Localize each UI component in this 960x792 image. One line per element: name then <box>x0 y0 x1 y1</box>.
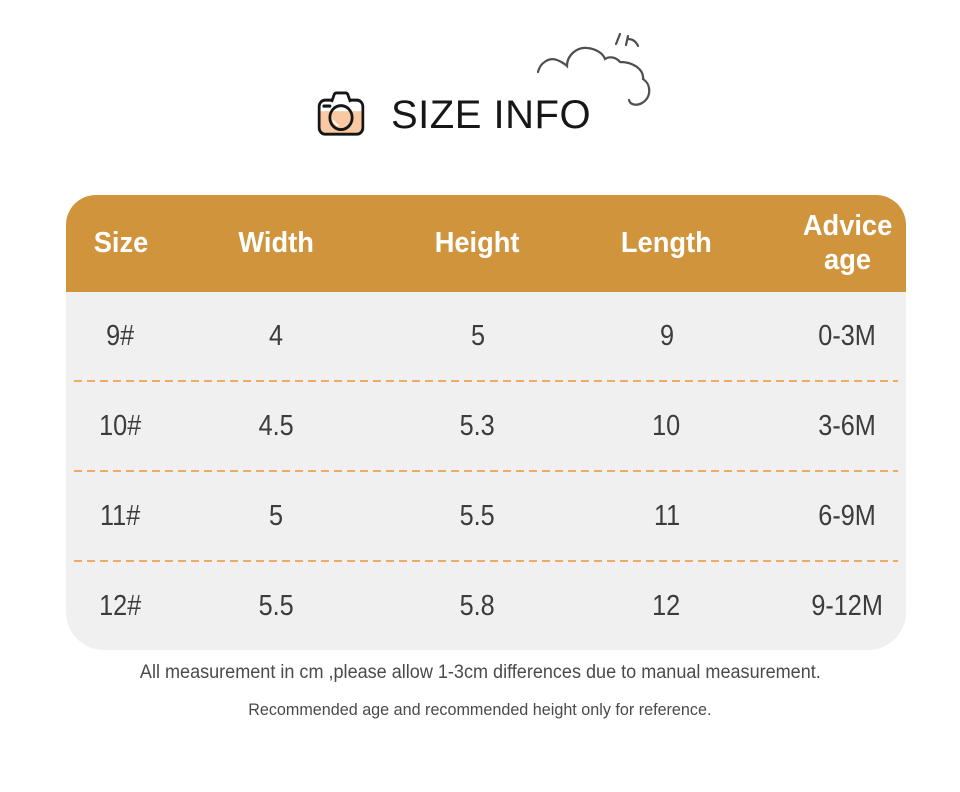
table-header-row: Size Width Height Length Advice age <box>66 195 906 292</box>
table-cell: 10# <box>99 409 142 442</box>
table-cell: 6-9M <box>818 499 877 532</box>
header-cell-size: Size <box>93 226 148 259</box>
row-separator <box>74 470 898 472</box>
table-row: 9# 4 5 9 0-3M <box>66 292 906 380</box>
table-cell: 4 <box>268 319 283 352</box>
table-row: 11# 5 5.5 11 6-9M <box>66 472 906 560</box>
size-table: Size Width Height Length Advice age 9# 4… <box>66 195 906 650</box>
table-cell: 0-3M <box>818 319 877 352</box>
table-cell: 12# <box>99 589 142 622</box>
table-cell: 5.3 <box>460 409 496 442</box>
table-cell: 10 <box>652 409 681 442</box>
table-cell: 9# <box>106 319 135 352</box>
camera-icon <box>317 91 365 136</box>
measurement-note: All measurement in cm ,please allow 1-3c… <box>139 662 821 683</box>
table-cell: 4.5 <box>258 409 294 442</box>
header-cell-advice-age: Advice age <box>802 210 893 276</box>
table-row: 10# 4.5 5.3 10 3-6M <box>66 382 906 470</box>
table-cell: 5 <box>268 499 283 532</box>
header-cell-height: Height <box>435 226 520 259</box>
header-cell-width: Width <box>238 226 314 259</box>
table-cell: 12 <box>652 589 681 622</box>
table-cell: 5.5 <box>460 499 496 532</box>
table-row: 12# 5.5 5.8 12 9-12M <box>66 562 906 650</box>
reference-note: Recommended age and recommended height o… <box>248 700 712 719</box>
table-cell: 5.5 <box>258 589 294 622</box>
table-cell: 11# <box>100 499 141 532</box>
table-cell: 5.8 <box>460 589 496 622</box>
table-cell: 9-12M <box>811 589 884 622</box>
table-cell: 5 <box>470 319 485 352</box>
row-separator <box>74 380 898 382</box>
table-cell: 9 <box>659 319 674 352</box>
page-title: SIZE INFO <box>391 93 592 137</box>
header-cell-length: Length <box>621 226 712 259</box>
table-cell: 11 <box>653 499 680 532</box>
cloud-doodle-icon <box>536 32 651 106</box>
table-body: 9# 4 5 9 0-3M 10# 4.5 5.3 10 3-6M 11# 5 … <box>66 292 906 650</box>
row-separator <box>74 560 898 562</box>
table-cell: 3-6M <box>818 409 877 442</box>
